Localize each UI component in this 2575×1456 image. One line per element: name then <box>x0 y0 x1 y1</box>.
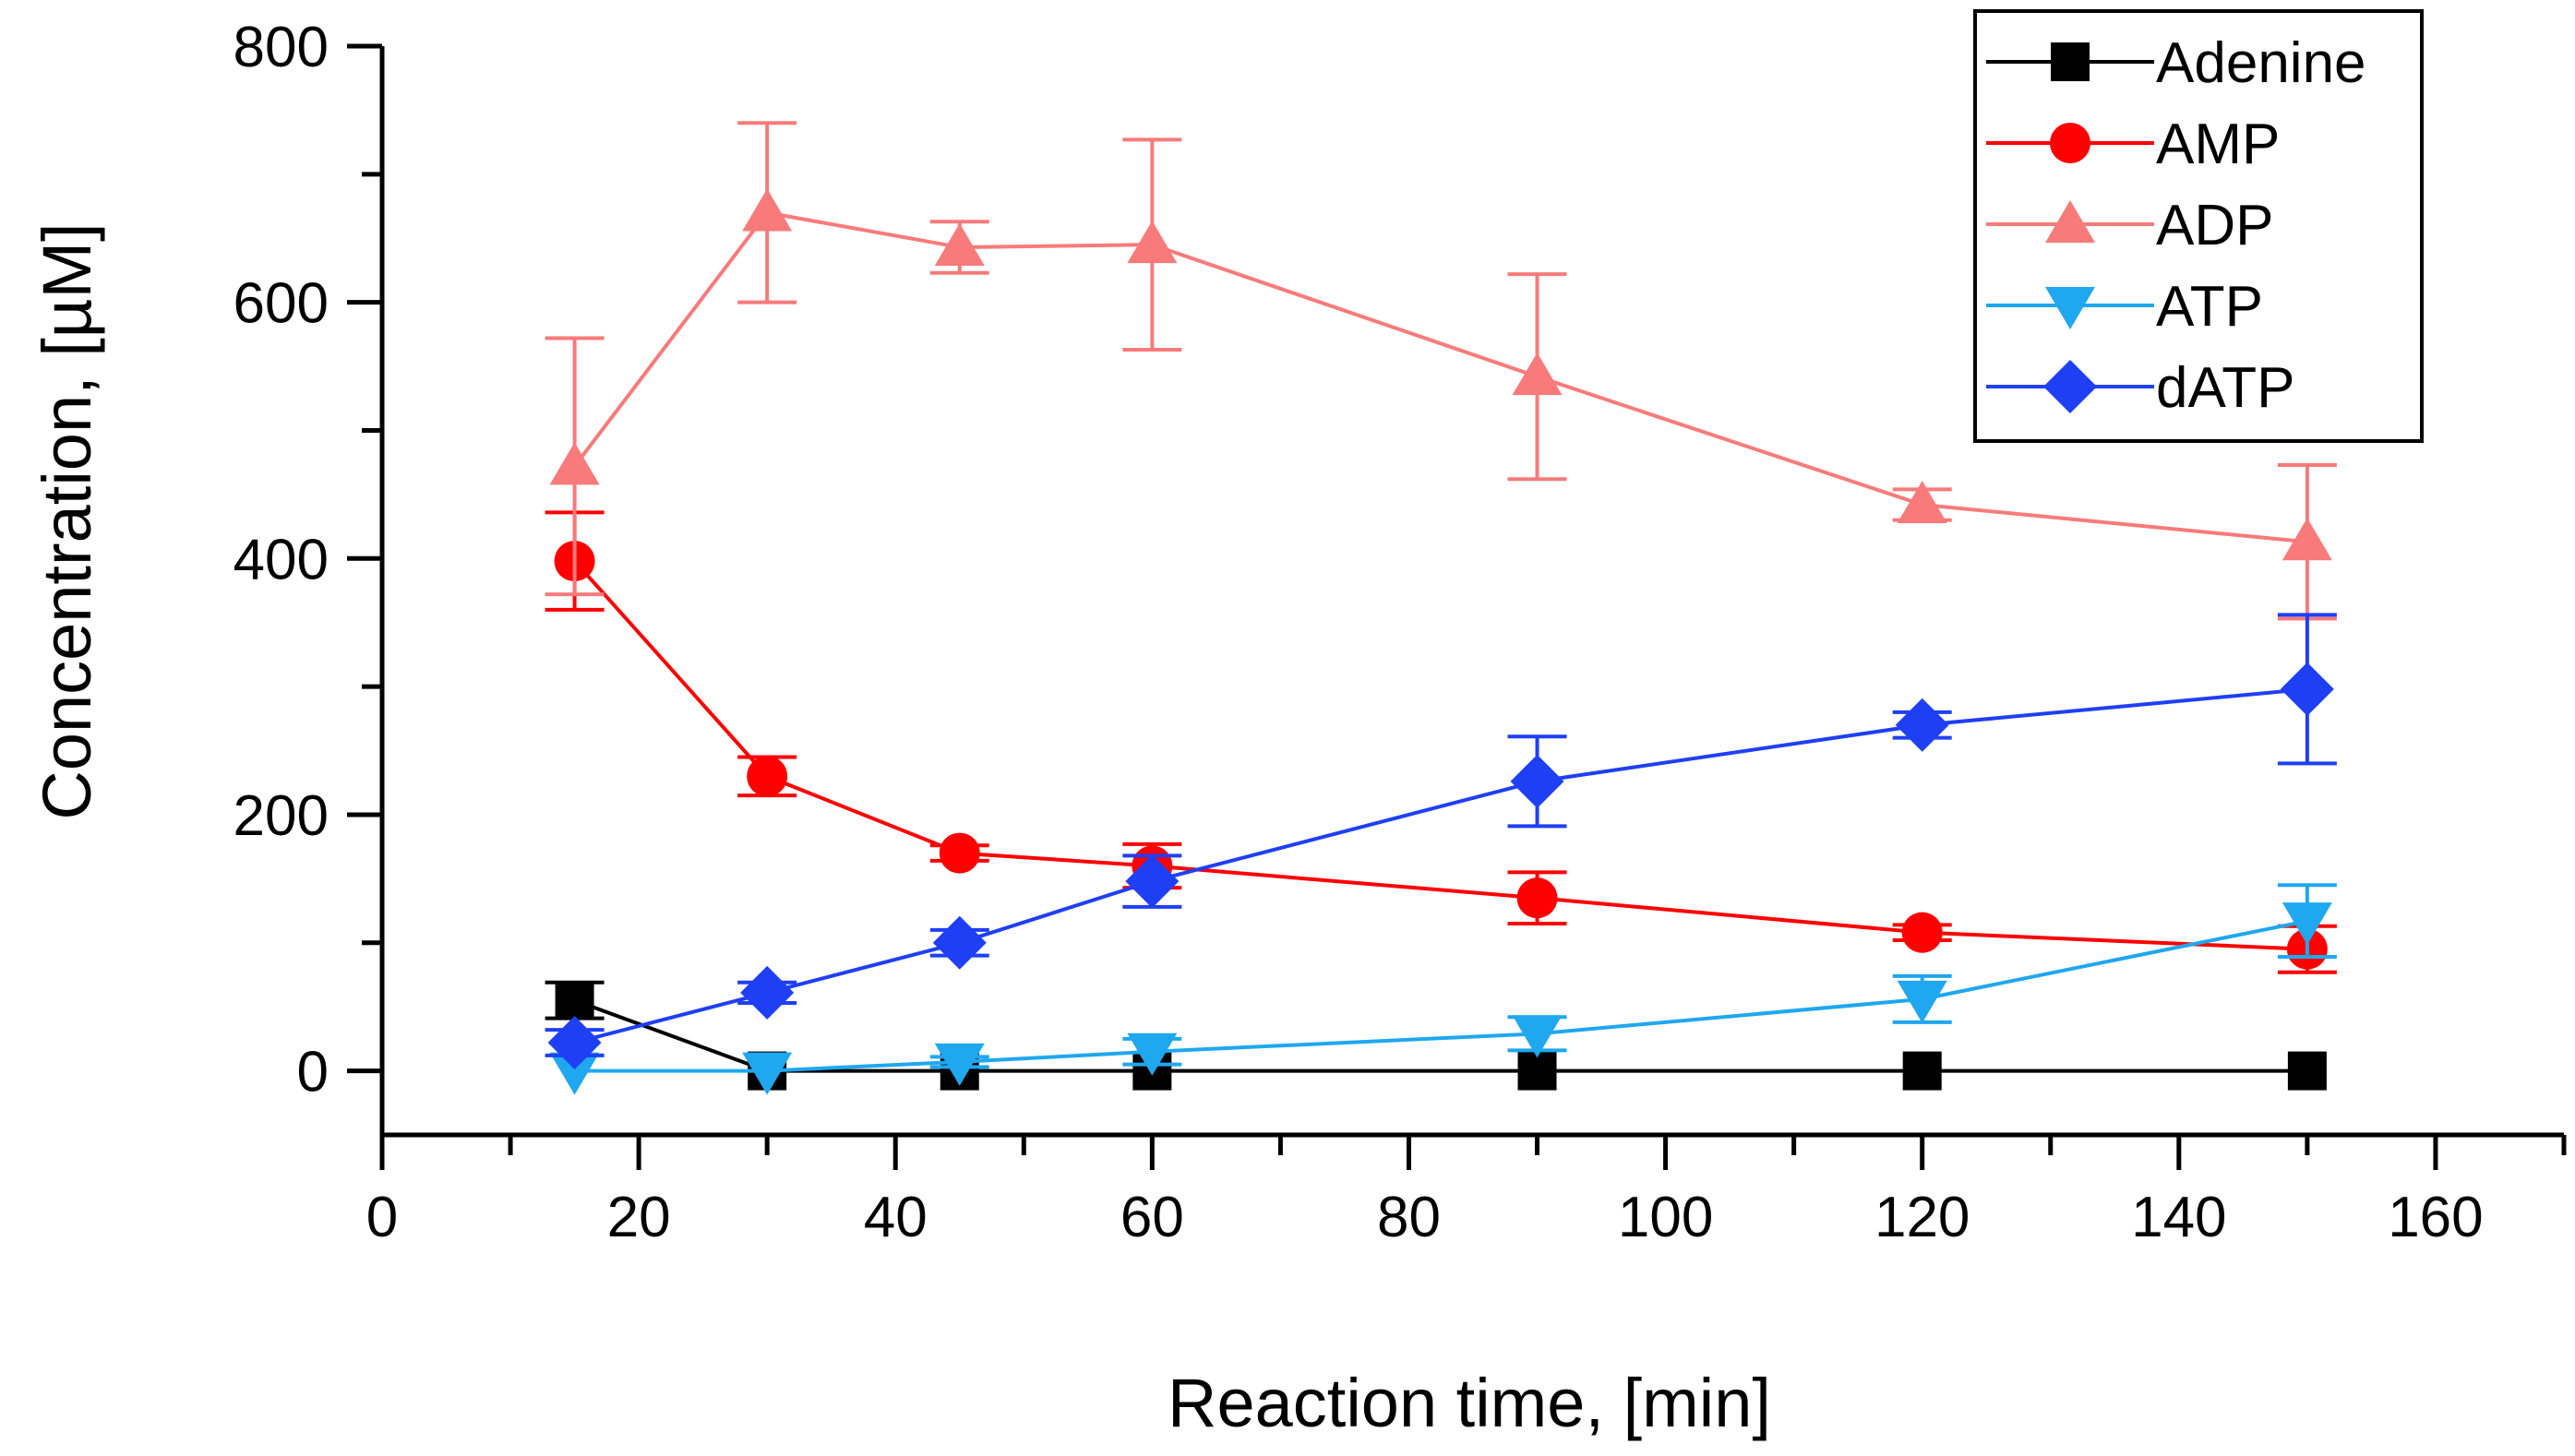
x-axis-title: Reaction time, [min] <box>1168 1365 1771 1441</box>
x-tick-label: 60 <box>1120 1186 1184 1249</box>
adenine-point <box>1517 1051 1557 1091</box>
series-adp <box>545 121 2337 621</box>
datp-point <box>1125 854 1180 909</box>
x-tick-label: 40 <box>864 1186 928 1249</box>
x-tick-label: 160 <box>2388 1186 2483 1249</box>
x-tick-label: 120 <box>1874 1186 1970 1249</box>
atp-point <box>1897 980 1947 1023</box>
amp-line <box>573 559 2307 951</box>
atp-point <box>549 1052 600 1095</box>
legend: Adenine AMP ADP ATP dATP <box>1973 9 2424 443</box>
legend-item-adp: ADP <box>1986 194 2273 257</box>
amp-point <box>1901 912 1943 953</box>
axes: 0 20 40 60 80 100 120 140 160 0 200 400 600 800 <box>234 16 2567 1249</box>
legend-marker-adenine <box>2051 42 2090 81</box>
legend-item-amp: AMP <box>1986 113 2280 176</box>
legend-label-amp: AMP <box>2156 113 2280 176</box>
legend-marker-atp <box>2045 287 2095 329</box>
atp-point <box>2282 902 2332 946</box>
atp-line <box>574 919 2308 1073</box>
legend-label-adp: ADP <box>2156 194 2273 257</box>
adp-point <box>934 222 985 266</box>
atp-point <box>1127 1032 1178 1076</box>
legend-item-atp: ATP <box>1986 275 2263 339</box>
y-axis-title: Concentration, [µM] <box>29 222 105 819</box>
series-datp <box>545 613 2337 1070</box>
x-tick-label: 80 <box>1377 1186 1441 1249</box>
legend-marker-datp <box>2043 360 2097 413</box>
adp-point <box>2282 518 2332 561</box>
amp-point <box>747 756 788 797</box>
series-layer <box>545 121 2337 1095</box>
x-tick-label: 100 <box>1618 1186 1713 1249</box>
x-tick-label: 0 <box>366 1186 398 1249</box>
series-amp <box>545 510 2337 974</box>
y-tick-label: 400 <box>234 528 329 591</box>
series-adenine <box>545 980 2327 1091</box>
adp-point <box>549 442 600 485</box>
x-tick-label: 140 <box>2131 1186 2226 1249</box>
atp-point <box>934 1043 985 1086</box>
datp-point <box>547 1016 602 1070</box>
adp-point <box>1897 480 1947 523</box>
y-tick-label: 600 <box>234 272 329 336</box>
datp-point <box>740 965 795 1020</box>
adp-point <box>1127 221 1178 264</box>
datp-point <box>1510 754 1564 808</box>
atp-point <box>1512 1015 1563 1058</box>
y-tick-label: 200 <box>234 784 329 848</box>
adenine-line <box>573 998 2307 1073</box>
datp-point <box>1895 698 1949 752</box>
adenine-point <box>1902 1051 1942 1091</box>
y-tick-label: 800 <box>234 16 329 79</box>
adenine-point <box>2287 1051 2327 1091</box>
datp-line <box>574 686 2308 1044</box>
legend-item-datp: dATP <box>1986 356 2294 420</box>
legend-marker-amp <box>2050 123 2090 163</box>
amp-point <box>1516 877 1558 919</box>
adenine-point <box>555 981 594 1020</box>
amp-point <box>939 832 980 874</box>
legend-label-atp: ATP <box>2156 275 2263 339</box>
y-tick-label: 0 <box>297 1041 329 1104</box>
legend-marker-adp <box>2045 200 2095 243</box>
adp-point <box>1512 352 1563 396</box>
legend-label-datp: dATP <box>2156 356 2294 420</box>
datp-point <box>2280 662 2334 716</box>
x-tick-label: 20 <box>607 1186 671 1249</box>
datp-point <box>932 915 987 970</box>
atp-point <box>742 1052 793 1095</box>
series-atp <box>549 883 2337 1095</box>
legend-label-adenine: Adenine <box>2156 31 2366 95</box>
legend-item-adenine: Adenine <box>1986 31 2366 95</box>
adp-point <box>742 188 793 232</box>
